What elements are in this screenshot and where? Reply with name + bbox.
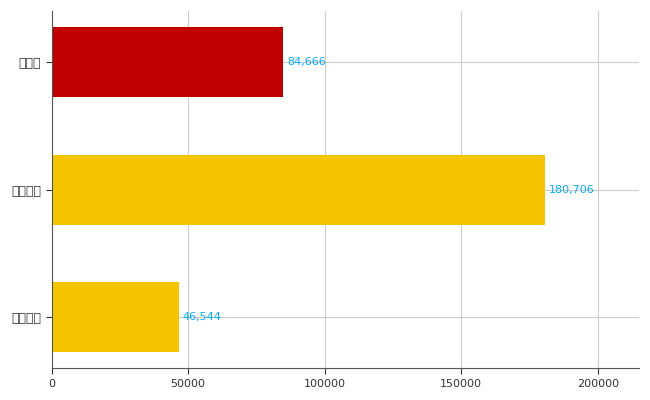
Bar (51, 27, 283, 98)
Bar (51, 155, 545, 225)
Text: 180,706: 180,706 (549, 185, 595, 195)
Text: 46,544: 46,544 (183, 312, 222, 322)
Text: 84,666: 84,666 (287, 57, 326, 67)
Bar (51, 282, 179, 352)
